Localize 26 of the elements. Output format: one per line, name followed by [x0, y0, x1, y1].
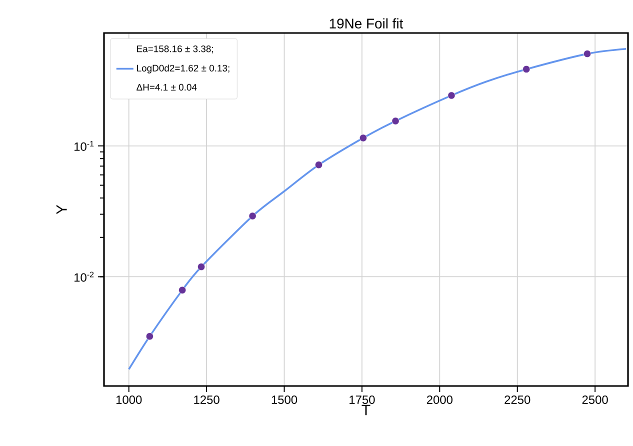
- y-tick-label: 10$^{-1}$: [74, 140, 94, 151]
- annotation: Ea=158.16 ± 3.38;: [137, 45, 213, 54]
- point: [359, 134, 368, 142]
- x-tick-label: 1250: [194, 396, 220, 404]
- point: [448, 92, 456, 100]
- line-series: [128, 48, 628, 370]
- legend-label: LogD0d2=1.62 ± 0.13;: [137, 64, 230, 74]
- x-tick-label: 1000: [116, 396, 142, 404]
- x-tick-label: 2000: [426, 396, 452, 404]
- point: [146, 332, 154, 340]
- chart-title: 19Ne Foil fit: [330, 18, 404, 29]
- point: [178, 286, 186, 294]
- x-tick-label: 2500: [582, 396, 608, 404]
- x-tick-label: 1750: [350, 396, 375, 404]
- point: [392, 117, 400, 125]
- point: [248, 212, 256, 220]
- x-tick-label: 1500: [272, 396, 298, 404]
- x-tick-label: 2250: [504, 396, 530, 404]
- x-axis-title: T: [362, 404, 370, 416]
- annotation: ΔH=4.1 ± 0.04: [136, 84, 197, 91]
- point: [197, 263, 206, 271]
- y-tick-label: 10$^{-2}$: [74, 272, 94, 282]
- y-axis-title: Y: [56, 204, 67, 214]
- point: [583, 50, 592, 58]
- point: [522, 65, 530, 73]
- point: [314, 161, 323, 169]
